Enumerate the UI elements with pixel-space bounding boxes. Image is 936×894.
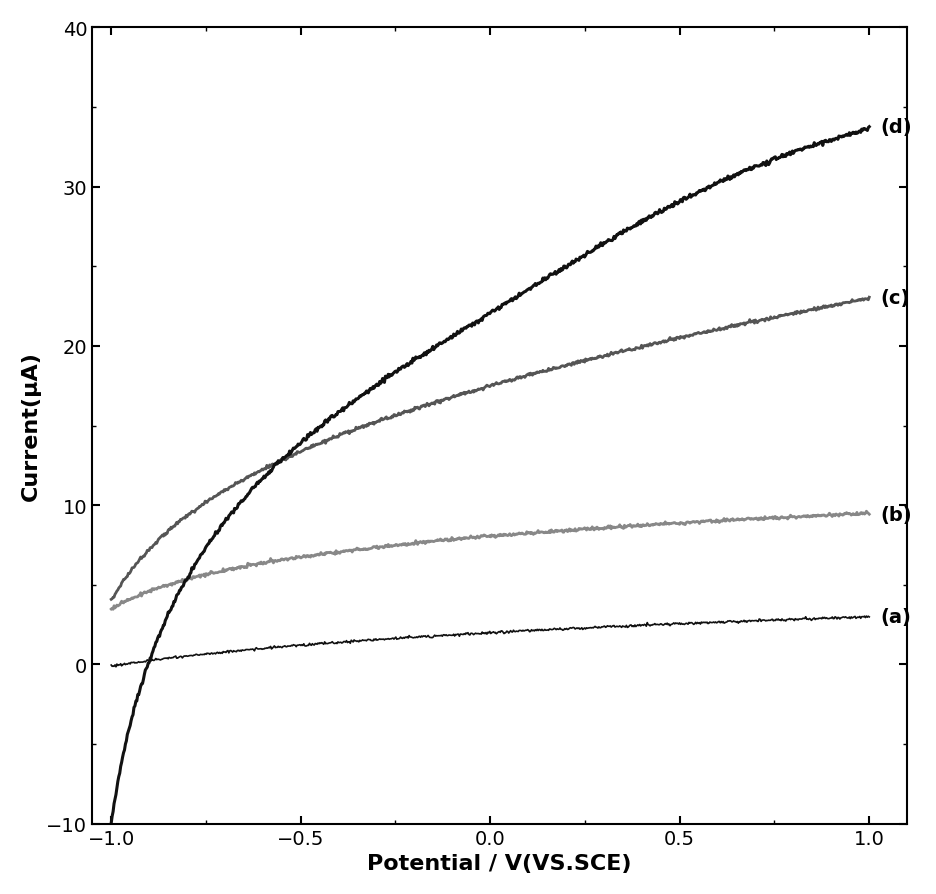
X-axis label: Potential / V(VS.SCE): Potential / V(VS.SCE) (368, 853, 632, 873)
Y-axis label: Current(μA): Current(μA) (21, 351, 41, 501)
Text: (d): (d) (881, 118, 913, 137)
Text: (b): (b) (881, 505, 913, 524)
Text: (a): (a) (881, 608, 912, 627)
Text: (c): (c) (881, 289, 910, 308)
